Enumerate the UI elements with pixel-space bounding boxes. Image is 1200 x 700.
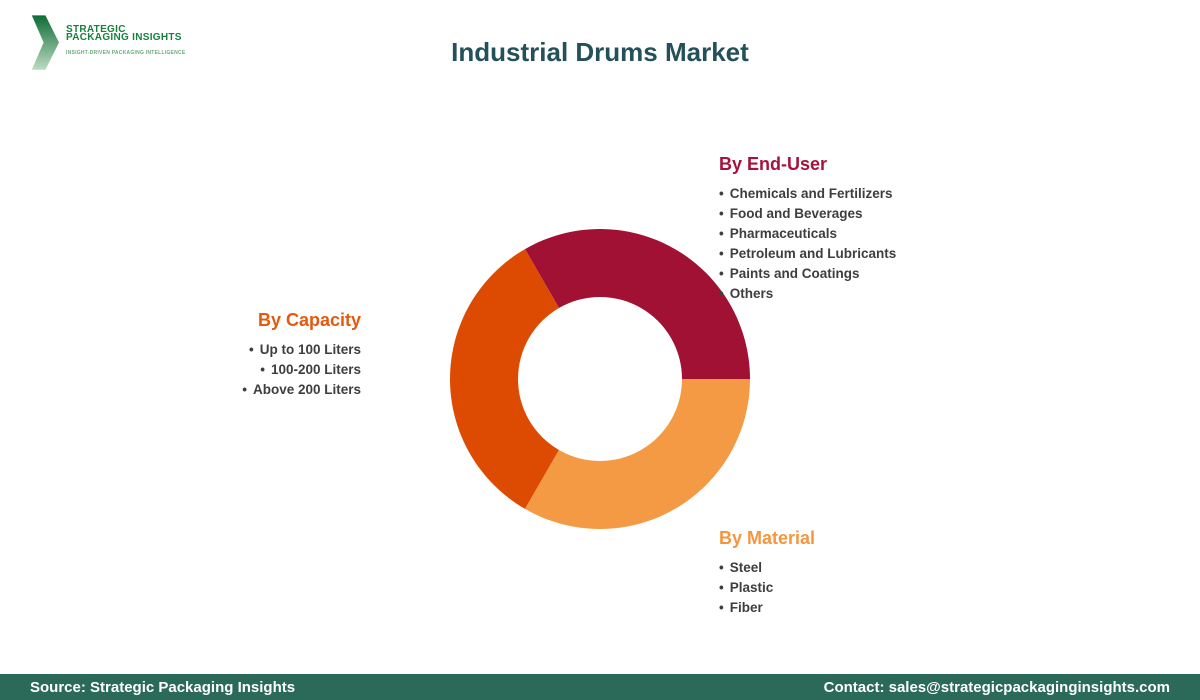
- list-item: • Up to 100 Liters: [242, 340, 361, 360]
- section-end-user: By End-User • Chemicals and Fertilizers •…: [719, 154, 896, 304]
- bullet-icon: •: [248, 342, 254, 357]
- section-end-user-heading: By End-User: [719, 154, 828, 174]
- list-item: • Chemicals and Fertilizers: [719, 184, 896, 204]
- list-item-label: Steel: [729, 560, 763, 575]
- section-material-list: • Steel • Plastic • Fiber: [719, 558, 815, 618]
- list-item-label: Plastic: [729, 580, 774, 595]
- bullet-icon: •: [719, 186, 724, 201]
- list-item: • Paints and Coatings: [719, 264, 896, 284]
- section-capacity-heading: By Capacity: [257, 310, 361, 330]
- logo-name-line1: STRATEGIC: [66, 24, 126, 35]
- list-item-label: Up to 100 Liters: [259, 342, 361, 357]
- bullet-icon: •: [242, 382, 247, 397]
- section-capacity-list: • Up to 100 Liters • 100-200 Liters • Above…: [242, 340, 361, 400]
- list-item-label: Fiber: [729, 600, 763, 615]
- bullet-icon: •: [719, 266, 724, 281]
- section-capacity: By Capacity • Up to 100 Liters • 100-200 L…: [242, 310, 361, 400]
- brand-logo: STRATEGIC PACKAGING INSIGHTS INSIGHT-DRI…: [30, 13, 185, 72]
- list-item-label: Above 200 Liters: [252, 382, 361, 397]
- list-item: • Food and Beverages: [719, 204, 896, 224]
- logo-tagline: INSIGHT-DRIVEN PACKAGING INTELLIGENCE: [66, 50, 186, 56]
- donut-segment-material: [525, 379, 750, 529]
- bullet-icon: •: [719, 580, 724, 595]
- list-item: • Fiber: [719, 598, 815, 618]
- section-material: By Material • Steel • Plastic • Fiber: [719, 528, 815, 618]
- bullet-icon: •: [719, 246, 724, 261]
- donut-segment-end-user: [525, 229, 750, 379]
- page-title: Industrial Drums Market: [451, 37, 749, 68]
- section-end-user-list: • Chemicals and Fertilizers • Food and Bev…: [719, 184, 896, 304]
- list-item: • Petroleum and Lubricants: [719, 244, 896, 264]
- footer-source: Source: Strategic Packaging Insights: [30, 678, 296, 696]
- donut-segment-capacity: [450, 249, 559, 509]
- list-item: • 100-200 Liters: [242, 360, 361, 380]
- bullet-icon: •: [719, 600, 724, 615]
- list-item: • Steel: [719, 558, 815, 578]
- list-item-label: Chemicals and Fertilizers: [729, 186, 893, 201]
- list-item-label: Food and Beverages: [729, 206, 863, 221]
- bullet-icon: •: [719, 560, 724, 575]
- section-material-heading: By Material: [719, 528, 816, 548]
- footer-bar: Source: Strategic Packaging Insights Con…: [0, 674, 1200, 700]
- donut-chart: [450, 229, 750, 529]
- logo-chevron-icon: [30, 13, 59, 72]
- list-item: • Above 200 Liters: [242, 380, 361, 400]
- logo-name-line2: PACKAGING INSIGHTS: [66, 32, 182, 43]
- list-item-label: 100-200 Liters: [270, 362, 361, 377]
- list-item: • Pharmaceuticals: [719, 224, 896, 244]
- list-item-label: Pharmaceuticals: [729, 226, 838, 241]
- list-item-label: Others: [729, 286, 774, 301]
- bullet-icon: •: [719, 286, 724, 301]
- bullet-icon: •: [260, 362, 265, 377]
- bullet-icon: •: [719, 226, 724, 241]
- footer-contact: Contact: sales@strategicpackaginginsight…: [823, 678, 1170, 696]
- list-item: • Plastic: [719, 578, 815, 598]
- logo-text: STRATEGIC PACKAGING INSIGHTS INSIGHT-DRI…: [66, 13, 185, 72]
- bullet-icon: •: [719, 206, 724, 221]
- list-item-label: Petroleum and Lubricants: [729, 246, 897, 261]
- list-item: • Others: [719, 284, 896, 304]
- list-item-label: Paints and Coatings: [729, 266, 860, 281]
